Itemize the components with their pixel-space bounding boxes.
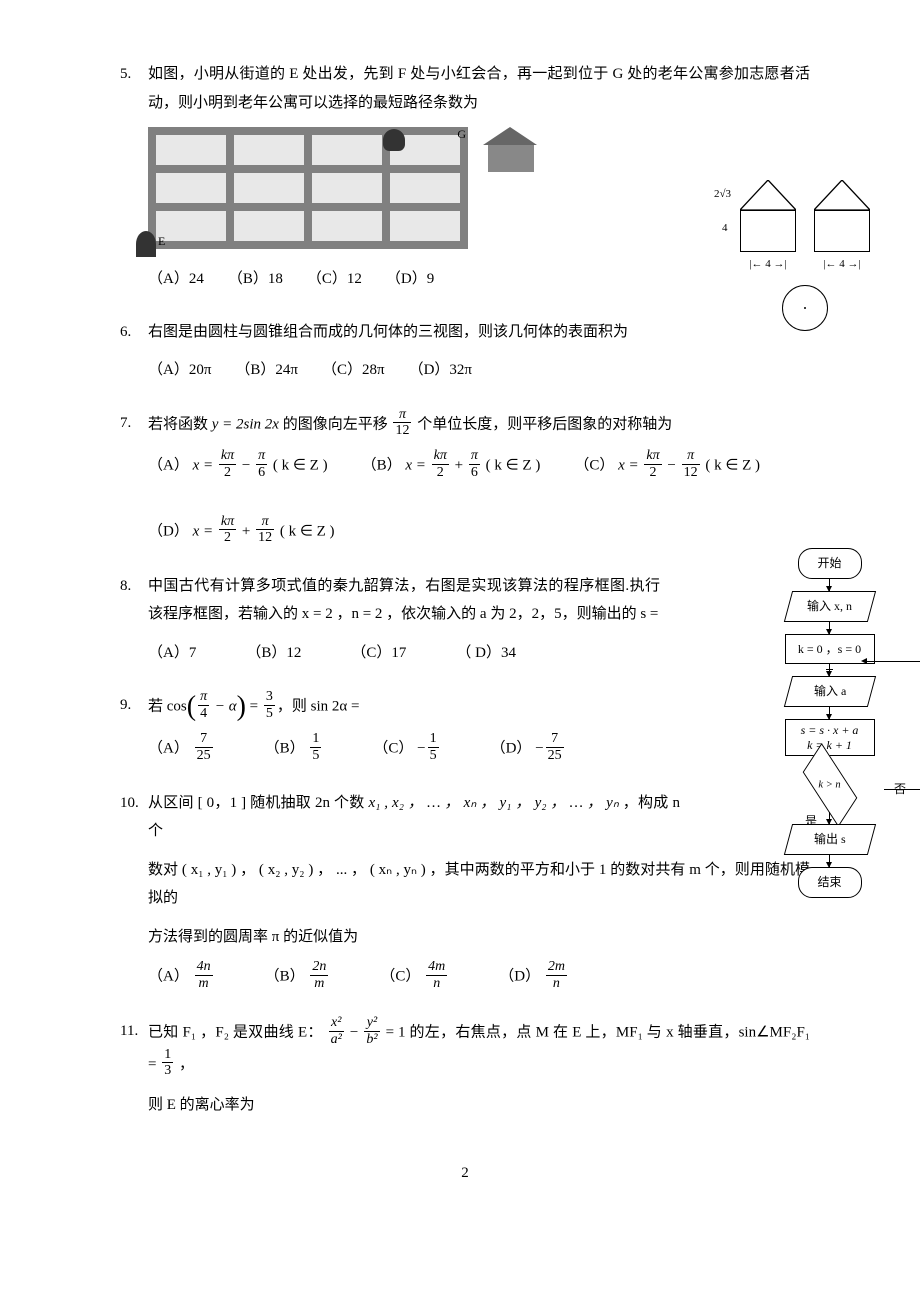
q10-opt-a: （A） 4nm xyxy=(148,961,215,993)
q9-options: （A） 725 （B） 15 （C） −15 （D） −725 xyxy=(148,733,810,765)
q8-body: 中国古代有计算多项式值的秦九韶算法，右图是实现该算法的程序框图.执行该程序框图，… xyxy=(148,572,810,674)
fc-calc: s = s · x + a k = k + 1 xyxy=(785,719,875,756)
house-icon xyxy=(483,127,538,172)
q5-options: （A）24 （B）18 （C）12 （D）9 xyxy=(148,265,810,294)
q7-options: （A） x = kπ2 − π6 ( k ∈ Z ) （B） x = kπ2 +… xyxy=(148,450,810,548)
q6-opt-c: （C）28π xyxy=(322,356,385,385)
q5-text: 如图，小明从街道的 E 处出发，先到 F 处与小红会合，再一起到位于 G 处的老… xyxy=(148,60,810,117)
q8-opt-a: （A）7 xyxy=(148,639,196,668)
q7-number: 7. xyxy=(120,409,148,438)
q5-number: 5. xyxy=(120,60,148,89)
label-e: E xyxy=(158,230,165,253)
person-e-icon xyxy=(136,231,156,257)
q6-body: 右图是由圆柱与圆锥组合而成的几何体的三视图，则该几何体的表面积为 （A）20π … xyxy=(148,318,810,391)
q5-body: 如图，小明从街道的 E 处出发，先到 F 处与小红会合，再一起到位于 G 处的老… xyxy=(148,60,810,300)
q8-opt-c: （C）17 xyxy=(351,639,406,668)
three-view-figure: 2√3 4 |← 4 →| |← 4 →| xyxy=(720,180,890,331)
q10-text: 从区间 [ 0，1 ] 随机抽取 2n 个数 x₁ , x₂ ， … ， xₙ … xyxy=(148,789,810,846)
circle-top xyxy=(782,285,828,331)
q6-text: 右图是由圆柱与圆锥组合而成的几何体的三视图，则该几何体的表面积为 xyxy=(148,318,810,347)
rect-front xyxy=(740,210,796,252)
q9-opt-b: （B） 15 xyxy=(265,733,324,765)
q8-opt-b: （B）12 xyxy=(246,639,301,668)
q9-opt-a: （A） 725 xyxy=(148,733,215,765)
page-number: 2 xyxy=(120,1159,810,1188)
q8-options: （A）7 （B）12 （C）17 （ D）34 xyxy=(148,639,810,668)
q5-opt-a: （A）24 xyxy=(148,265,204,294)
triangle-front xyxy=(740,180,796,210)
q11-body: 已知 F₁ ，F₂ 是双曲线 E： x²a² − y²b² = 1 的左，右焦点… xyxy=(148,1017,810,1129)
q5-opt-d: （D）9 xyxy=(386,265,434,294)
q7-body: 若将函数 y = 2sin 2x 的图像向左平移 π12 个单位长度，则平移后图… xyxy=(148,409,810,554)
q7-text: 若将函数 y = 2sin 2x 的图像向左平移 π12 个单位长度，则平移后图… xyxy=(148,409,810,441)
fc-input-a: 输入 a xyxy=(783,676,875,707)
q10-opt-c: （C） 4mn xyxy=(380,961,449,993)
q9-number: 9. xyxy=(120,691,148,720)
fc-input-xn: 输入 x, n xyxy=(783,591,875,622)
q10-text-3: 方法得到的圆周率 π 的近似值为 xyxy=(148,923,810,952)
flowchart: 开始 输入 x, n k = 0 ，s = 0 输入 a s = s · x +… xyxy=(757,548,902,898)
q6-options: （A）20π （B）24π （C）28π （D）32π xyxy=(148,356,810,385)
q11-text: 已知 F₁ ，F₂ 是双曲线 E： x²a² − y²b² = 1 的左，右焦点… xyxy=(148,1017,810,1081)
q5-opt-b: （B）18 xyxy=(228,265,283,294)
dim-cone-h: 2√3 xyxy=(714,184,731,205)
q9-opt-c: （C） −15 xyxy=(373,733,440,765)
person-f-icon xyxy=(383,129,405,151)
q10-opt-b: （B） 2nm xyxy=(265,961,331,993)
q8-number: 8. xyxy=(120,572,148,601)
question-10: 10. 从区间 [ 0，1 ] 随机抽取 2n 个数 x₁ , x₂ ， … ，… xyxy=(120,789,810,999)
question-9: 9. 若 cos(π4 − α) = 35，则 sin 2α = （A） 725… xyxy=(120,691,810,771)
q5-opt-c: （C）12 xyxy=(307,265,362,294)
q5-figure: E G xyxy=(148,127,468,257)
question-7: 7. 若将函数 y = 2sin 2x 的图像向左平移 π12 个单位长度，则平… xyxy=(120,409,810,554)
triangle-side xyxy=(814,180,870,210)
question-8: 8. 中国古代有计算多项式值的秦九韶算法，右图是实现该算法的程序框图.执行该程序… xyxy=(120,572,810,674)
q6-opt-a: （A）20π xyxy=(148,356,211,385)
fc-decision-wrap: k > n 否 是 xyxy=(757,768,902,812)
fc-output: 输出 s xyxy=(783,824,875,855)
q10-body: 从区间 [ 0，1 ] 随机抽取 2n 个数 x₁ , x₂ ， … ， xₙ … xyxy=(148,789,810,999)
q10-text-2: 数对 ( x₁ , y₁ ) ， ( x₂ , y₂ ) ， ... ， ( x… xyxy=(148,856,810,913)
q7-opt-d: （D） x = kπ2 + π12 ( k ∈ Z ) xyxy=(148,516,335,548)
q9-text: 若 cos(π4 − α) = 35，则 sin 2α = xyxy=(148,691,810,723)
q9-opt-d: （D） −725 xyxy=(491,733,566,765)
q11-number: 11. xyxy=(120,1017,148,1046)
dim-w2: |← 4 →| xyxy=(823,254,860,275)
question-6: 6. 右图是由圆柱与圆锥组合而成的几何体的三视图，则该几何体的表面积为 （A）2… xyxy=(120,318,810,391)
q6-opt-b: （B）24π xyxy=(235,356,298,385)
rect-side xyxy=(814,210,870,252)
question-5: 5. 如图，小明从街道的 E 处出发，先到 F 处与小红会合，再一起到位于 G … xyxy=(120,60,810,300)
q7-opt-a: （A） x = kπ2 − π6 ( k ∈ Z ) xyxy=(148,450,328,482)
dim-cyl-h: 4 xyxy=(722,218,728,239)
q6-number: 6. xyxy=(120,318,148,347)
q9-body: 若 cos(π4 − α) = 35，则 sin 2α = （A） 725 （B… xyxy=(148,691,810,771)
dim-w1: |← 4 →| xyxy=(749,254,786,275)
q10-opt-d: （D） 2mn xyxy=(499,961,569,993)
q7-opt-c: （C） x = kπ2 − π12 ( k ∈ Z ) xyxy=(574,450,760,482)
q8-text: 中国古代有计算多项式值的秦九韶算法，右图是实现该算法的程序框图.执行该程序框图，… xyxy=(148,572,810,629)
q7-opt-b: （B） x = kπ2 + π6 ( k ∈ Z ) xyxy=(362,450,541,482)
question-11: 11. 已知 F₁ ，F₂ 是双曲线 E： x²a² − y²b² = 1 的左… xyxy=(120,1017,810,1129)
q8-opt-d: （ D）34 xyxy=(456,639,516,668)
grid-diagram: E G xyxy=(148,127,468,249)
fc-start: 开始 xyxy=(798,548,862,579)
fc-end: 结束 xyxy=(798,867,862,898)
label-g: G xyxy=(457,123,466,146)
q11-text-2: 则 E 的离心率为 xyxy=(148,1091,810,1120)
q10-options: （A） 4nm （B） 2nm （C） 4mn （D） 2mn xyxy=(148,961,810,993)
q6-opt-d: （D）32π xyxy=(409,356,472,385)
q10-number: 10. xyxy=(120,789,148,818)
